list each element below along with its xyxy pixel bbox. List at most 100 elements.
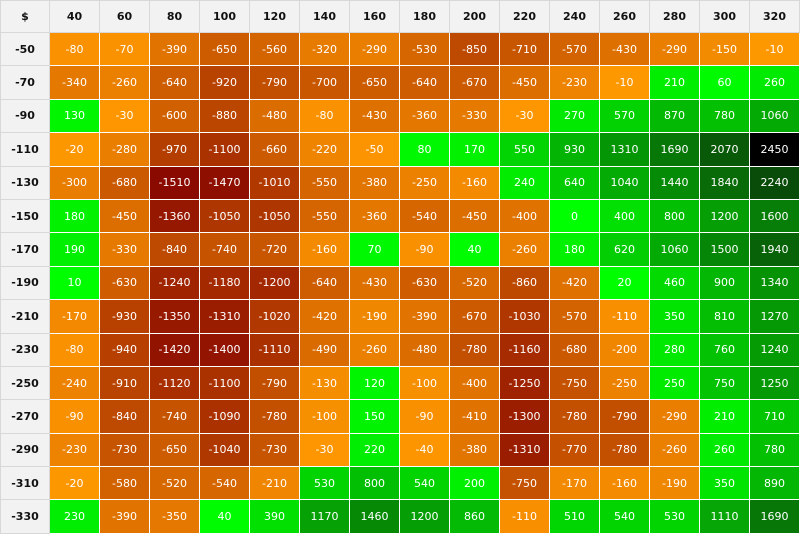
heatmap-cell: -170: [49, 299, 100, 334]
row-header: -310: [0, 466, 50, 501]
heatmap-cell: -1360: [149, 198, 200, 234]
heatmap-cell: -880: [199, 98, 250, 134]
heatmap-cell: -860: [499, 265, 550, 301]
heatmap-cell: -240: [49, 365, 100, 401]
table-row: -290 -230 -730 -650 -1040 -730 -30 220 -40 -380 -1…: [0, 432, 800, 468]
heatmap-cell: 1600: [749, 198, 800, 234]
heatmap-cell: -340: [49, 65, 100, 100]
heatmap-cell: -840: [149, 232, 200, 267]
heatmap-cell: 1250: [749, 365, 800, 401]
heatmap-cell: -30: [499, 98, 550, 134]
heatmap-cell: 180: [549, 232, 600, 267]
table-row: -190 10 -630 -1240 -1180 -1200 -640 -430 -630 -52…: [0, 265, 800, 301]
heatmap-cell: 540: [599, 499, 650, 534]
heatmap-cell: -420: [299, 299, 350, 334]
heatmap-cell: -1100: [199, 132, 250, 167]
heatmap-cell: -10: [599, 65, 650, 100]
heatmap-cell: -100: [399, 365, 450, 401]
heatmap-cell: -400: [449, 365, 500, 401]
heatmap-cell: 530: [649, 499, 700, 534]
heatmap-cell: -50: [349, 132, 400, 167]
heatmap-cell: -410: [449, 399, 500, 434]
heatmap-cell: -630: [399, 265, 450, 301]
heatmap-cell: -420: [549, 265, 600, 301]
heatmap-cell: -290: [649, 31, 700, 67]
heatmap-cell: -660: [249, 132, 300, 167]
heatmap-cell: -90: [399, 232, 450, 267]
heatmap-cell: -740: [199, 232, 250, 267]
heatmap-cell: 2450: [749, 132, 800, 167]
heatmap-cell: 510: [549, 499, 600, 534]
heatmap-cell: 40: [449, 232, 500, 267]
heatmap-cell: 1690: [649, 132, 700, 167]
heatmap-cell: -400: [499, 198, 550, 234]
heatmap-cell: 240: [499, 165, 550, 200]
heatmap-cell: -450: [99, 198, 150, 234]
heatmap-cell: -220: [299, 132, 350, 167]
heatmap-cell: -40: [399, 432, 450, 468]
heatmap-cell: -300: [49, 165, 100, 200]
heatmap-cell: -580: [99, 466, 150, 501]
heatmap-cell: -130: [299, 365, 350, 401]
heatmap-cell: -680: [99, 165, 150, 200]
heatmap-cell: 40: [199, 499, 250, 534]
heatmap-cell: -780: [449, 332, 500, 367]
heatmap-cell: 810: [699, 299, 750, 334]
heatmap-cell: 530: [299, 466, 350, 501]
heatmap-cell: -280: [99, 132, 150, 167]
row-header: -330: [0, 499, 50, 534]
row-header: -110: [0, 132, 50, 167]
heatmap-cell: -680: [549, 332, 600, 367]
heatmap-cell: -1020: [249, 299, 300, 334]
column-header: 140: [299, 0, 350, 33]
heatmap-cell: -450: [449, 198, 500, 234]
heatmap-cell: -200: [599, 332, 650, 367]
heatmap-cell: -630: [99, 265, 150, 301]
table-row: -70 -340 -260 -640 -920 -790 -700 -650 -640 -670-…: [0, 65, 800, 100]
row-header: -50: [0, 31, 50, 67]
heatmap-cell: -330: [449, 98, 500, 134]
heatmap-cell: -210: [249, 466, 300, 501]
heatmap-cell: -1510: [149, 165, 200, 200]
row-header: -210: [0, 299, 50, 334]
heatmap-cell: -30: [99, 98, 150, 134]
heatmap-cell: -330: [99, 232, 150, 267]
column-header: 300: [699, 0, 750, 33]
corner-cell: $: [0, 0, 50, 33]
heatmap-cell: -430: [599, 31, 650, 67]
heatmap-cell: -90: [49, 399, 100, 434]
heatmap-cell: 900: [699, 265, 750, 301]
heatmap-cell: 10: [49, 265, 100, 301]
row-header: -190: [0, 265, 50, 301]
heatmap-cell: 220: [349, 432, 400, 468]
heatmap-cell: -670: [449, 65, 500, 100]
heatmap-cell: -260: [99, 65, 150, 100]
table-row: -170 190 -330 -840 -740 -720 -160 70 -90 40 -260 18…: [0, 232, 800, 267]
heatmap-cell: -1050: [199, 198, 250, 234]
heatmap-cell: -190: [649, 466, 700, 501]
heatmap-cell: 1270: [749, 299, 800, 334]
heatmap-cell: -670: [449, 299, 500, 334]
heatmap-cell: -290: [349, 31, 400, 67]
heatmap-cell: 1440: [649, 165, 700, 200]
heatmap-cell: -1470: [199, 165, 250, 200]
heatmap-cell: -1040: [199, 432, 250, 468]
heatmap-cell: -480: [249, 98, 300, 134]
heatmap-cell: -550: [299, 198, 350, 234]
heatmap-cell: -360: [399, 98, 450, 134]
heatmap-cell: 180: [49, 198, 100, 234]
heatmap-cell: 210: [649, 65, 700, 100]
heatmap-cell: -380: [349, 165, 400, 200]
heatmap-cell: -160: [449, 165, 500, 200]
row-header: -170: [0, 232, 50, 267]
column-header: 280: [649, 0, 700, 33]
heatmap-cell: 350: [699, 466, 750, 501]
heatmap-cell: 1060: [749, 98, 800, 134]
heatmap-cell: -320: [299, 31, 350, 67]
heatmap-cell: -640: [299, 265, 350, 301]
heatmap-cell: 540: [399, 466, 450, 501]
heatmap-cell: 780: [699, 98, 750, 134]
heatmap-cell: 620: [599, 232, 650, 267]
heatmap-cell: 210: [699, 399, 750, 434]
